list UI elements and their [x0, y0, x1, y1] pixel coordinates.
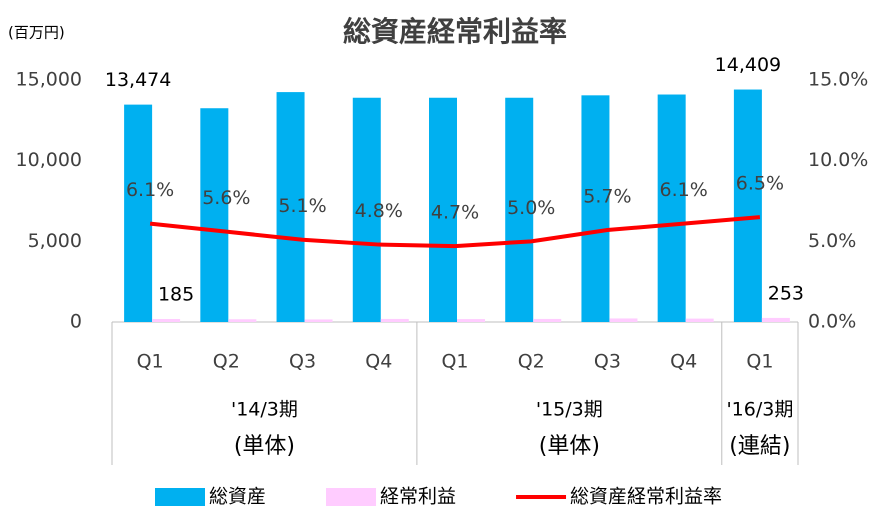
bar [457, 319, 485, 322]
bar [657, 94, 686, 323]
bar [581, 95, 610, 323]
data-label: 4.7% [431, 202, 479, 224]
group-label: '16/3期 [726, 399, 793, 421]
x-tick-label: Q1 [441, 351, 468, 373]
y-unit: (百万円) [8, 24, 65, 42]
data-label: 6.1% [660, 179, 708, 201]
x-tick-label: Q1 [137, 351, 164, 373]
y-tick-label: 15,000 [16, 69, 82, 91]
y2-tick-label: 15.0% [808, 69, 868, 91]
x-tick-label: Q1 [746, 351, 773, 373]
bar [200, 108, 229, 322]
data-label: 6.5% [736, 173, 784, 195]
data-label: 4.8% [355, 200, 403, 222]
x-tick-label: Q4 [365, 351, 392, 373]
bar [533, 318, 562, 322]
bar [304, 319, 333, 322]
legend-label: 総資産経常利益率 [570, 486, 722, 508]
x-tick-label: Q2 [213, 351, 240, 373]
bar [429, 97, 457, 322]
data-label: 5.7% [583, 186, 631, 208]
y-tick-label: 5,000 [28, 230, 82, 252]
data-label: 14,409 [715, 54, 781, 76]
data-label: 5.1% [278, 195, 326, 217]
bar [228, 319, 257, 322]
bar [761, 317, 790, 322]
bar [152, 319, 181, 322]
bar [505, 97, 534, 322]
group-note: (連結) [729, 434, 790, 459]
x-tick-label: Q3 [289, 351, 316, 373]
y2-tick-label: 0.0% [808, 311, 856, 333]
legend-swatch [155, 488, 205, 506]
x-tick-label: Q3 [594, 351, 621, 373]
group-note: (単体) [234, 434, 295, 459]
bar [276, 92, 305, 322]
bar [733, 89, 762, 323]
bar [609, 318, 638, 322]
y2-tick-label: 10.0% [808, 149, 868, 171]
data-label: 5.6% [202, 187, 250, 209]
data-label: 13,474 [105, 69, 171, 91]
group-note: (単体) [539, 434, 600, 459]
line [149, 215, 761, 249]
data-label: 5.0% [507, 197, 555, 219]
data-label: 185 [158, 284, 194, 306]
y-tick-label: 10,000 [16, 149, 82, 171]
bar [380, 318, 409, 322]
data-label: 253 [768, 282, 804, 304]
y2-tick-label: 5.0% [808, 230, 856, 252]
data-label: 6.1% [126, 179, 174, 201]
legend-label: 経常利益 [380, 486, 456, 508]
bar [352, 97, 381, 322]
bar [685, 318, 714, 322]
chart-title: 総資産経常利益率 [343, 15, 567, 48]
y-tick-label: 0 [70, 311, 82, 333]
group-label: '15/3期 [536, 399, 603, 421]
bar [124, 104, 153, 322]
x-tick-label: Q4 [670, 351, 697, 373]
legend-label: 総資産 [209, 486, 266, 508]
x-tick-label: Q2 [518, 351, 545, 373]
group-label: '14/3期 [231, 399, 298, 421]
legend-swatch [326, 488, 377, 506]
